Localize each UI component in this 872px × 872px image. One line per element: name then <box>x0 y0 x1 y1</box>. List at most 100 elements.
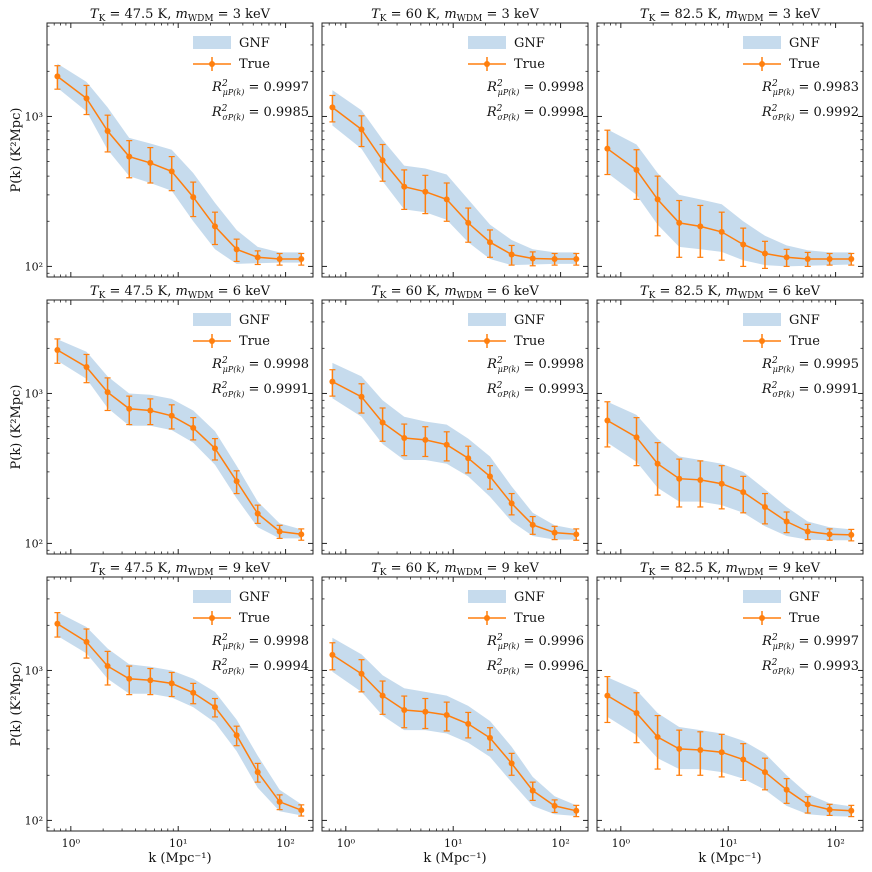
r2-sigma-label: R2 σP(k) = 0.9996 <box>486 658 584 676</box>
panel-title: TK = 60 K, mWDM = 9 keV <box>371 561 539 578</box>
x-tick-label: 10¹ <box>719 837 737 850</box>
data-point <box>379 419 386 426</box>
legend-gnf-label: GNF <box>239 36 270 51</box>
legend-gnf-swatch <box>468 36 506 49</box>
data-point <box>298 256 305 263</box>
r2-mu-label: R2 μP(k) = 0.9997 <box>211 79 309 97</box>
data-point <box>783 254 790 261</box>
y-tick-label: 10² <box>25 260 43 273</box>
x-tick-label: 10⁰ <box>62 837 81 850</box>
legend-true-label: True <box>514 334 545 349</box>
y-axis-label: P(k) (K²Mpc) <box>9 662 24 747</box>
data-point <box>401 183 408 190</box>
panel-grid: 10² 10³ TK = 47.5 K, mWDM = 3 keV GNF True R2… <box>9 7 864 866</box>
data-point <box>233 732 240 739</box>
legend-true-label: True <box>514 611 545 626</box>
legend-true-marker <box>209 615 215 621</box>
data-point <box>508 251 515 258</box>
data-point <box>443 711 450 718</box>
data-point <box>104 663 111 670</box>
legend-true-label: True <box>514 57 545 72</box>
data-point <box>379 157 386 164</box>
legend: GNF True <box>743 590 820 626</box>
r2-sigma-label: R2 σP(k) = 0.9985 <box>211 104 309 122</box>
panel-title: TK = 47.5 K, mWDM = 9 keV <box>90 561 271 578</box>
legend-true-marker <box>484 615 490 621</box>
legend-true-marker <box>209 338 215 344</box>
data-point <box>83 95 90 102</box>
data-point <box>329 378 336 385</box>
data-point <box>508 500 515 507</box>
data-point <box>190 424 197 431</box>
legend-gnf-label: GNF <box>789 590 820 605</box>
legend-gnf-swatch <box>468 313 506 326</box>
panel-5: TK = 60 K, mWDM = 6 keV GNF True R2 μP(k) = … <box>321 284 589 555</box>
data-point <box>401 434 408 441</box>
panel-title: TK = 47.5 K, mWDM = 3 keV <box>90 7 271 24</box>
x-tick-label: 10² <box>276 837 294 850</box>
r2-mu-label: R2 μP(k) = 0.9997 <box>761 633 859 651</box>
data-point <box>604 417 611 424</box>
data-point <box>783 786 790 793</box>
panel-title: TK = 82.5 K, mWDM = 3 keV <box>640 7 821 24</box>
data-point <box>443 196 450 203</box>
legend-gnf-label: GNF <box>514 313 545 328</box>
data-point <box>529 521 536 528</box>
y-tick-label: 10² <box>25 814 43 827</box>
data-point <box>54 620 61 627</box>
data-point <box>654 733 661 740</box>
gnf-band <box>57 63 302 264</box>
true-line <box>57 349 302 536</box>
data-point <box>604 692 611 699</box>
data-point <box>740 241 747 248</box>
data-point <box>465 219 472 226</box>
data-point <box>233 246 240 253</box>
data-point <box>848 807 855 814</box>
data-point <box>254 510 261 517</box>
data-point <box>233 478 240 485</box>
data-point <box>804 528 811 535</box>
r2-sigma-label: R2 σP(k) = 0.9991 <box>211 381 309 399</box>
legend-true-marker <box>759 615 765 621</box>
data-point <box>422 708 429 715</box>
x-tick-label: 10² <box>826 837 844 850</box>
data-point <box>826 531 833 538</box>
data-point <box>276 528 283 535</box>
data-point <box>126 405 133 412</box>
x-tick-label: 10¹ <box>444 837 462 850</box>
r2-sigma-label: R2 σP(k) = 0.9993 <box>486 381 584 399</box>
legend-true-marker <box>209 61 215 67</box>
panel-8: 10⁰ 10¹ 10² TK = 60 K, mWDM = 9 keV GNF True R… <box>321 561 589 850</box>
r2-mu-label: R2 μP(k) = 0.9998 <box>486 79 584 97</box>
data-point <box>761 250 768 257</box>
r2-mu-label: R2 μP(k) = 0.9998 <box>211 633 309 651</box>
data-point <box>551 802 558 809</box>
data-point <box>529 787 536 794</box>
legend-gnf-swatch <box>193 36 231 49</box>
data-point <box>211 445 218 452</box>
legend-true-label: True <box>239 334 270 349</box>
data-point <box>486 473 493 480</box>
data-point <box>168 680 175 687</box>
r2-mu-label: R2 μP(k) = 0.9996 <box>486 633 584 651</box>
y-tick-label: 10³ <box>25 664 43 677</box>
legend: GNF True <box>743 313 820 349</box>
data-point <box>573 807 580 814</box>
r2-sigma-label: R2 σP(k) = 0.9994 <box>211 658 309 676</box>
data-point <box>826 256 833 263</box>
legend: GNF True <box>193 36 270 72</box>
legend-gnf-label: GNF <box>789 313 820 328</box>
plot-frame <box>321 22 589 278</box>
data-point <box>211 704 218 711</box>
panel-4: 10² 10³ TK = 47.5 K, mWDM = 6 keV GNF True R2… <box>25 284 314 555</box>
data-point <box>697 746 704 753</box>
data-point <box>329 651 336 658</box>
data-point <box>126 153 133 160</box>
legend-gnf-swatch <box>743 36 781 49</box>
panel-title: TK = 82.5 K, mWDM = 6 keV <box>640 284 821 301</box>
data-point <box>486 734 493 741</box>
data-point <box>358 670 365 677</box>
legend-gnf-label: GNF <box>514 36 545 51</box>
r2-sigma-label: R2 σP(k) = 0.9998 <box>486 104 584 122</box>
